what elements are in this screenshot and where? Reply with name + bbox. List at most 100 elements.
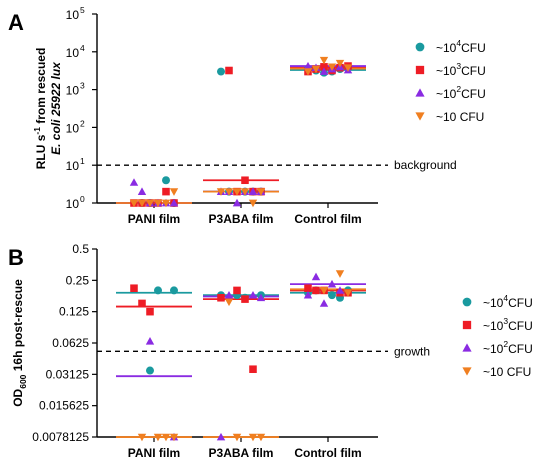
- legend-marker: [415, 42, 425, 52]
- data-point: [169, 188, 179, 196]
- data-point: [327, 279, 337, 288]
- y-tick-label: 10: [66, 159, 80, 173]
- data-point: [327, 63, 337, 72]
- data-point: [225, 66, 233, 75]
- y-tick-exponent: 1: [80, 156, 85, 166]
- y-tick-exponent: 0: [80, 194, 85, 204]
- legend-label: ~10 CFU: [483, 365, 531, 379]
- data-point: [248, 199, 258, 208]
- data-point: [335, 59, 345, 68]
- data-point: [256, 188, 266, 196]
- data-point: [224, 290, 234, 299]
- data-point: [311, 65, 321, 74]
- y-tick-exponent: 3: [80, 81, 85, 91]
- data-point: [303, 68, 313, 76]
- y-axis-title: OD600 16h post-rescue: [11, 279, 28, 407]
- data-point: [146, 307, 154, 316]
- data-point: [312, 286, 320, 295]
- legend-marker: [415, 88, 425, 97]
- data-point: [216, 188, 226, 196]
- y-tick-label: 0.125: [59, 305, 89, 319]
- y-tick-label: 10: [66, 121, 80, 135]
- data-point: [320, 63, 328, 71]
- data-point: [248, 290, 258, 299]
- y-tick-exponent: 2: [80, 118, 85, 128]
- legend-marker: [462, 343, 472, 352]
- data-point: [232, 433, 242, 442]
- panel-label: A: [8, 10, 24, 35]
- data-point: [217, 67, 225, 76]
- data-point: [343, 64, 353, 72]
- data-point: [153, 199, 163, 208]
- data-point: [241, 176, 249, 185]
- data-point: [217, 293, 225, 302]
- chart-panel-b: B 0.0078125 0.015625 0.03125 0.0625 0.125 0.25…: [8, 242, 533, 460]
- legend-label: ~104CFU: [483, 293, 533, 310]
- x-tick-label: Control film: [294, 212, 361, 226]
- data-point: [130, 284, 138, 292]
- data-point: [145, 337, 155, 345]
- data-point: [303, 290, 313, 299]
- data-point: [311, 272, 321, 281]
- legend-label: ~104CFU: [436, 38, 486, 55]
- y-tick-label: 10: [66, 84, 80, 98]
- data-point: [248, 433, 258, 442]
- x-tick-label: Control film: [294, 446, 361, 460]
- data-point: [154, 286, 162, 295]
- data-point: [145, 199, 155, 208]
- y-axis-title-line2: E. coli 25922 lux: [49, 61, 63, 155]
- data-point: [240, 188, 250, 196]
- x-tick-label: P3ABA film: [209, 446, 274, 460]
- data-point: [304, 284, 312, 292]
- y-tick-label: 10: [66, 197, 80, 211]
- y-tick-label: 0.0625: [52, 336, 89, 350]
- legend-label: ~10 CFU: [436, 110, 484, 124]
- data-point: [129, 178, 139, 186]
- data-point: [232, 198, 242, 207]
- y-tick-label: 0.015625: [39, 399, 89, 413]
- y-tick-label: 10: [66, 46, 80, 60]
- data-point: [138, 299, 146, 308]
- data-point: [170, 286, 178, 295]
- data-point: [248, 187, 258, 195]
- legend-label: ~102CFU: [436, 84, 486, 101]
- data-point: [146, 366, 154, 375]
- y-tick-label: 0.25: [66, 273, 90, 287]
- data-point: [216, 432, 226, 441]
- data-point: [169, 433, 179, 442]
- y-tick-label: 10: [66, 8, 80, 22]
- x-tick-label: PANI film: [128, 212, 180, 226]
- legend-marker: [462, 320, 472, 330]
- x-tick-label: P3ABA film: [209, 212, 274, 226]
- y-tick-exponent: 5: [80, 5, 85, 15]
- data-point: [232, 188, 242, 196]
- panel-label: B: [8, 245, 24, 270]
- reference-line-label: growth: [394, 344, 430, 358]
- data-point: [241, 295, 249, 303]
- x-tick-label: PANI film: [128, 446, 180, 460]
- y-tick-label: 0.03125: [46, 367, 90, 381]
- legend-marker: [462, 367, 472, 376]
- data-point: [137, 187, 147, 195]
- data-point: [169, 198, 179, 207]
- data-point: [153, 433, 163, 442]
- data-point: [233, 286, 241, 295]
- data-point: [319, 299, 329, 307]
- legend-label: ~103CFU: [436, 61, 486, 78]
- legend-label: ~102CFU: [483, 339, 533, 356]
- data-point: [319, 287, 329, 295]
- data-point: [249, 365, 257, 373]
- data-point: [137, 433, 147, 442]
- legend-marker: [462, 297, 472, 307]
- legend-marker: [415, 65, 425, 75]
- data-point: [319, 67, 329, 75]
- data-point: [319, 56, 329, 65]
- y-tick-label: 0.5: [72, 242, 89, 256]
- data-point: [161, 433, 171, 442]
- y-tick-label: 0.0078125: [32, 430, 89, 444]
- data-point: [335, 270, 345, 278]
- data-point: [162, 187, 170, 196]
- data-point: [343, 289, 353, 297]
- y-tick-exponent: 4: [80, 43, 85, 53]
